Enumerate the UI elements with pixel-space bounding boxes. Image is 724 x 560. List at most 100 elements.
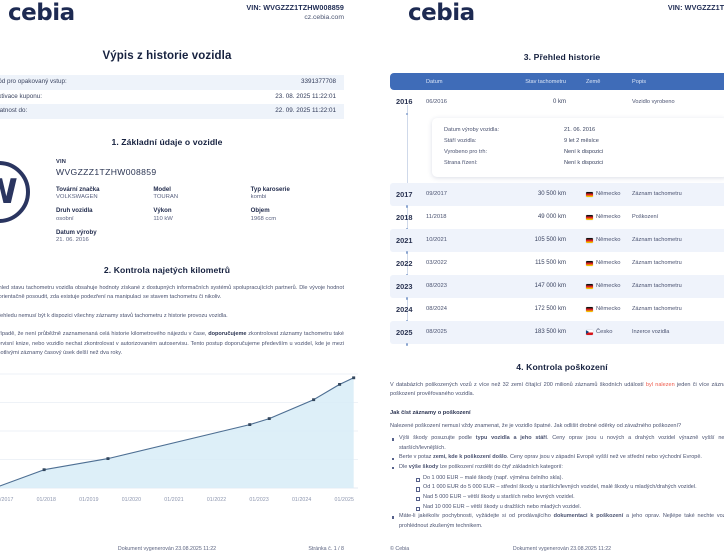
spec-key: Model: [153, 185, 171, 193]
table-row[interactable]: 2017 09/2017 30 500 km Německo Záznam ta…: [390, 182, 724, 208]
coupon-row: Kód pro opakovaný vstup: 3391377708: [0, 75, 344, 90]
row-odometer: 49 000 km: [537, 214, 566, 221]
x-tick: 01/2018: [36, 497, 57, 503]
country-label: Německo: [596, 283, 621, 290]
spec-item: Tovární značka VOLKSWAGEN: [56, 186, 149, 201]
cebia-logo: cebia: [8, 0, 75, 26]
vin-value: WVGZZZ1TZHW008859: [56, 166, 157, 177]
germany-flag-icon: [586, 283, 593, 289]
table-row[interactable]: 2016 06/2016 0 km Vozidlo vyrobeno: [390, 90, 724, 115]
country-label: Česko: [596, 329, 613, 336]
page-right: cebia VIN: WVGZZZ1TZH cz. 3. Přehled his…: [372, 0, 724, 560]
site-url-text: cz.: [668, 13, 724, 23]
row-odometer: 105 500 km: [534, 237, 566, 244]
table-row[interactable]: 2025 08/2025 183 500 km Česko Inzerce vo…: [390, 320, 724, 346]
row-description: Záznam tachometru: [632, 237, 682, 244]
detail-row: Datum výroby vozidla: 21. 06. 2016: [444, 125, 716, 136]
germany-flag-icon: [586, 191, 593, 197]
detail-row: Stáří vozidla: 9 let 2 měsíce: [444, 136, 716, 147]
czech-flag-icon: [586, 329, 593, 335]
spec-value: 110 kW: [153, 215, 173, 222]
footer-generated: Dokument vygenerován 23.08.2025 11:22: [117, 546, 217, 552]
coupon-row: Platnost do: 22. 09. 2025 11:22:01: [0, 104, 344, 119]
vin-label: VIN: [56, 158, 67, 165]
row-country: Česko: [576, 329, 632, 335]
page-left-header: cebia VIN: WVGZZZ1TZHW008859 cz.cebia.co…: [0, 0, 344, 34]
row-date: 10/2021: [426, 237, 447, 244]
bullet-a: Výši škody posuzujte podle: [399, 435, 476, 442]
detail-value: 9 let 2 měsíce: [564, 137, 599, 144]
row-odometer: 115 500 km: [535, 260, 566, 267]
footer-generated: Dokument vygenerován 23.08.2025 11:22: [512, 546, 612, 552]
bullet-bold: výše škody: [408, 464, 439, 471]
history-table-body: 2016 06/2016 0 km Vozidlo vyrobeno Datum…: [390, 90, 724, 346]
timeline-dot-icon: [406, 251, 409, 254]
odometer-chart: 01/2017 01/2018 01/2019 01/2020 01/2021 …: [0, 368, 358, 528]
bullet-a: Dle: [399, 464, 409, 471]
detail-value: Není k dispozici: [564, 148, 604, 155]
timeline-line: [407, 105, 408, 340]
row-description: Poškození: [632, 214, 659, 221]
spec-key: Druh vozidla: [56, 207, 93, 215]
footer-copyright: © Cebia: [390, 546, 410, 552]
row-country: Německo: [576, 306, 632, 312]
table-row[interactable]: 2023 08/2023 147 000 km Německo Záznam t…: [390, 274, 724, 300]
x-tick: 01/2022: [206, 497, 227, 503]
spec-item: Typ karoserie kombi: [251, 186, 344, 201]
table-row[interactable]: 2024 08/2024 172 500 km Německo Záznam t…: [390, 298, 724, 323]
vehicle-basics: W VIN WVGZZZ1TZHW008859 Tovární značka V…: [0, 159, 344, 247]
list-item: Máte-li jakékoliv pochybnosti, vyžádejte…: [390, 512, 724, 531]
spec-item: Druh vozidla osobní: [56, 207, 149, 222]
table-row[interactable]: 2022 03/2022 115 500 km Německo Záznam t…: [390, 252, 724, 277]
row-date: 03/2022: [426, 260, 447, 267]
row-date: 06/2016: [426, 98, 447, 105]
table-row[interactable]: 2021 10/2021 105 500 km Německo Záznam t…: [390, 228, 724, 254]
coupon-value: 23. 08. 2025 11:22:01: [275, 92, 336, 100]
history-table: Datum Stav tachometru Země Popis 2016 06…: [390, 73, 724, 346]
spec-item: Datum výroby 21. 06. 2016: [56, 229, 149, 244]
col-date: Datum: [426, 78, 443, 85]
vin-header-block: VIN: WVGZZZ1TZH cz.: [668, 3, 724, 23]
row-date: 08/2023: [426, 283, 447, 290]
bullet-bold: dokumentaci k poškození: [553, 513, 624, 520]
germany-flag-icon: [586, 214, 593, 220]
spec-value: VOLKSWAGEN: [56, 194, 98, 201]
row-year: 2016: [396, 97, 413, 106]
x-tick: 01/2020: [121, 497, 142, 503]
timeline-dot-icon: [406, 297, 409, 300]
row-year: 2017: [396, 189, 413, 199]
spec-key: Výkon: [153, 207, 172, 215]
germany-flag-icon: [586, 237, 593, 243]
list-item: Do 1 000 EUR – malé škody (např. výměna …: [415, 474, 724, 484]
coupon-info-list: Kód pro opakovaný vstup: 3391377708 Akti…: [0, 75, 344, 119]
row-description: Inzerce vozidla: [632, 329, 670, 336]
cebia-logo: cebia: [408, 0, 475, 26]
damage-category-list: Do 1 000 EUR – malé škody (např. výměna …: [399, 474, 724, 513]
volkswagen-logo-icon: W: [0, 160, 30, 223]
coupon-key: Platnost do:: [0, 107, 28, 115]
spec-value: 21. 06. 2016: [56, 237, 89, 244]
list-item: Nad 10 000 EUR – větší škody u dražších …: [415, 503, 724, 513]
row-country: Německo: [576, 214, 632, 220]
x-tick: 01/2023: [249, 497, 269, 503]
spec-item: Výkon 110 kW: [153, 207, 246, 222]
list-item: Nad 5 000 EUR – větší škody u starších n…: [415, 493, 724, 503]
chart-line: [0, 377, 354, 487]
row-description: Záznam tachometru: [632, 260, 682, 267]
coupon-value: 3391377708: [300, 78, 336, 86]
site-url-text: cz.cebia.com: [304, 14, 344, 22]
row-odometer: 147 000 km: [534, 283, 566, 290]
row-date: 11/2018: [426, 214, 447, 221]
spec-value: 1968 ccm: [250, 215, 277, 222]
vin-header-block: VIN: WVGZZZ1TZHW008859 cz.cebia.com: [246, 3, 344, 23]
row-odometer: 183 500 km: [534, 329, 566, 336]
row-country: Německo: [576, 283, 632, 289]
odometer-chart-svg: [0, 373, 358, 489]
detail-key: Strana řízení:: [444, 159, 478, 166]
row-country: Německo: [576, 237, 632, 243]
coupon-key: Kód pro opakovaný vstup:: [0, 78, 67, 86]
history-table-header: Datum Stav tachometru Země Popis: [390, 73, 724, 90]
table-row[interactable]: 2018 11/2018 49 000 km Německo Poškození: [390, 206, 724, 231]
document-title: Výpis z historie vozidla: [102, 50, 232, 62]
timeline-dot-icon: [406, 343, 409, 346]
